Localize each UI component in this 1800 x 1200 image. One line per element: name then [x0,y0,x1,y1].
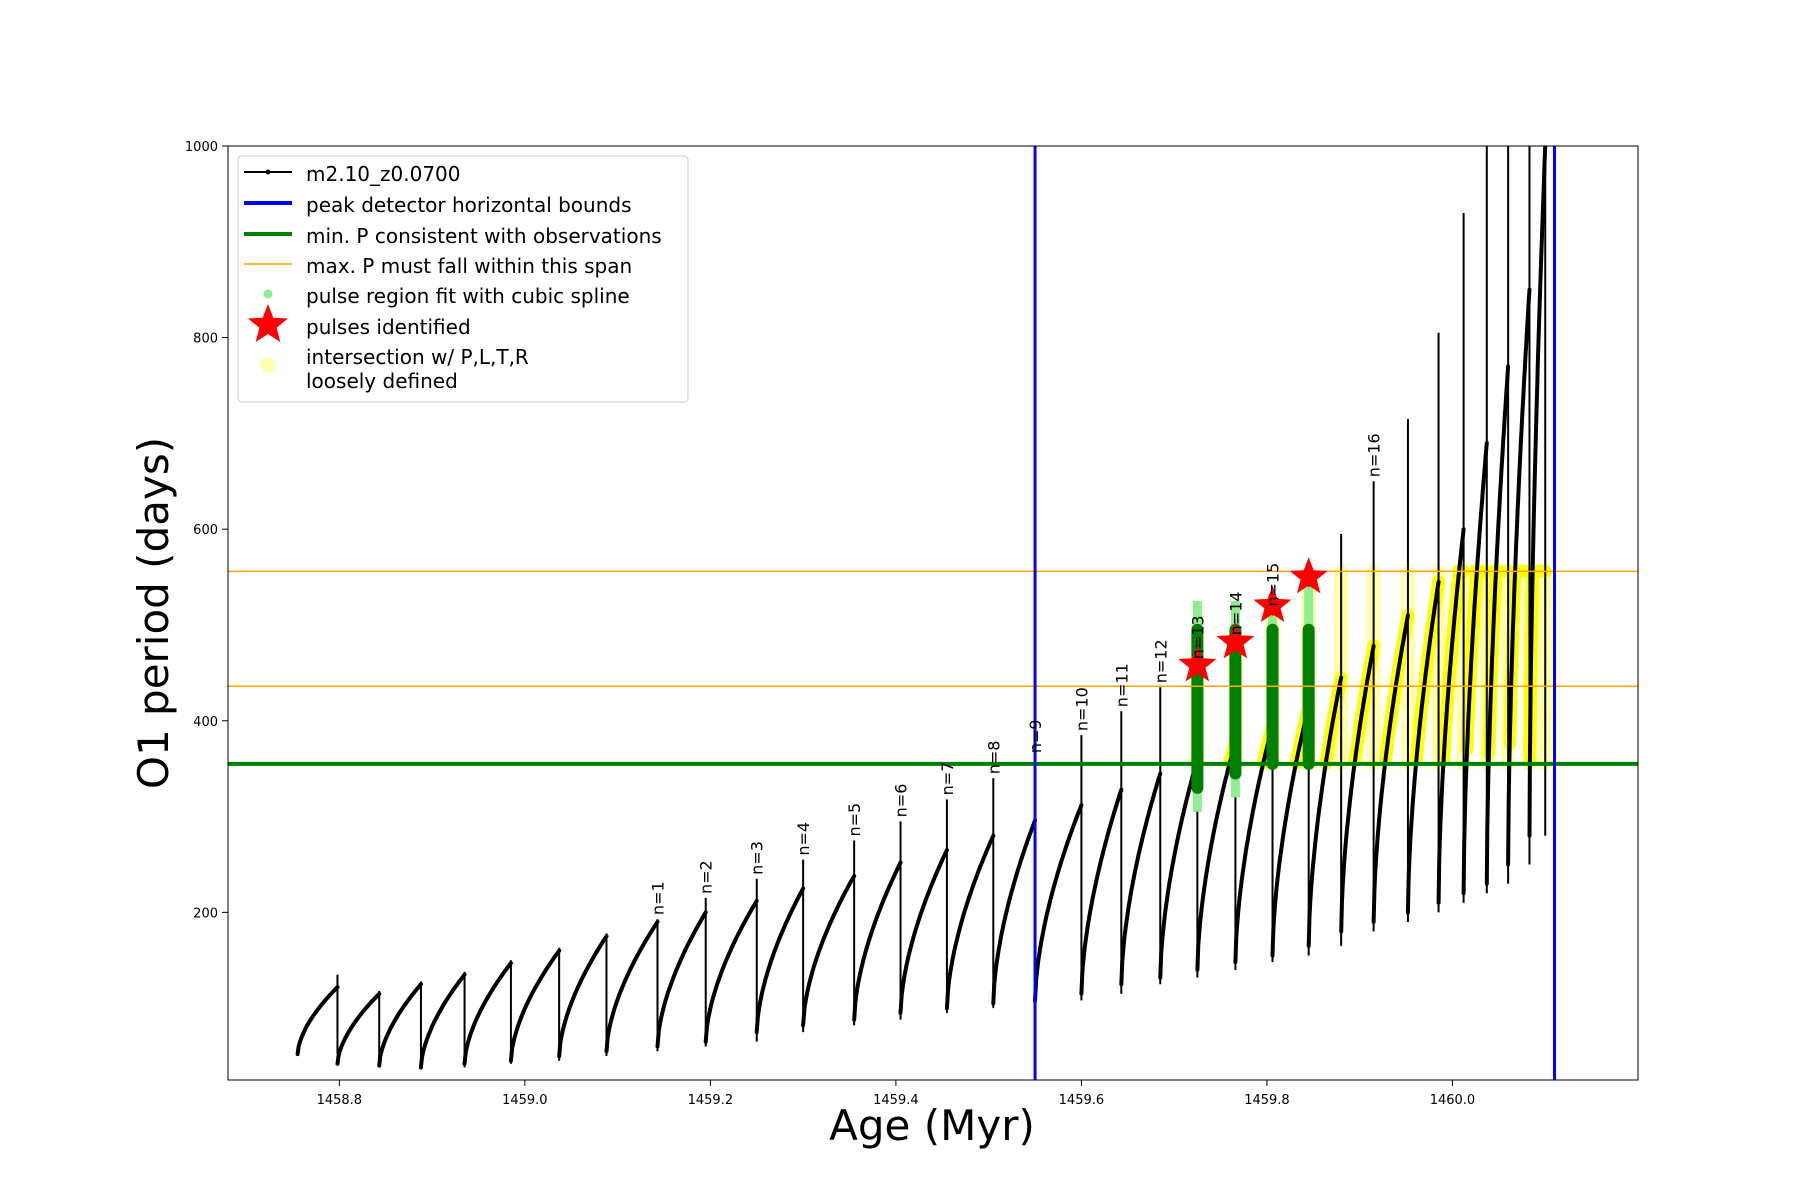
pulse-label-n-15: n=15 [1264,563,1283,607]
legend-label-track: m2.10_z0.0700 [306,162,461,186]
x-tick-label-5: 1459.6 [1059,1093,1105,1108]
pulse-label-n-5: n=5 [845,803,864,837]
plot-frame [227,145,1639,1081]
x-tick-label-4: 1459.4 [873,1093,919,1108]
track-pulse-7 [557,934,609,1059]
pulse-label-n-11: n=11 [1112,663,1131,707]
pulse-label-n-12: n=12 [1151,639,1170,683]
track-pulse-20 [1158,757,1200,980]
spline-fit-layer [1191,623,1315,794]
pulse-label-n-13: n=13 [1188,615,1207,659]
track-pulse-8 [604,919,660,1054]
horizontal-reference-lines [228,570,1638,766]
pulse-label-n-2: n=2 [697,860,716,894]
track-pulse-12 [801,874,857,1028]
evolution-track-layer [295,146,1548,1070]
pulse-label-n-10: n=10 [1072,687,1091,731]
pulse-star-3 [1253,585,1292,622]
legend-label-intersection: intersection w/ P,L,T,R [306,345,529,369]
pulse-label-n-14: n=14 [1226,591,1245,635]
track-pulse-31 [1506,287,1532,867]
pulse-star-1 [1178,645,1217,682]
legend-label-blue-bounds: peak detector horizontal bounds [306,193,632,217]
y-tick-label-4: 800 [193,332,218,347]
y-tick-label-1: 200 [193,906,218,921]
track-pulse-18 [1079,787,1124,996]
pulse-label-n-7: n=7 [938,762,957,796]
track-pulse-9 [655,910,708,1049]
pulse-star-2 [1216,622,1255,659]
track-pulse-17 [1033,803,1084,1003]
track-pulse-32 [1527,146,1548,838]
track-pulse-5 [462,961,513,1066]
track-pulse-14 [898,848,949,1015]
pulse-label-n-8: n=8 [984,741,1003,775]
track-pulse-2 [335,991,382,1066]
track-pulse-11 [754,886,806,1035]
x-tick-label-1: 1458.8 [317,1093,363,1108]
legend-label-spline: pulse region fit with cubic spline [306,284,630,308]
y-tick-label-2: 400 [193,715,218,730]
x-tick-label-7: 1460.0 [1430,1093,1476,1108]
pulses-identified-layer [1178,557,1328,682]
track-pulse-27 [1405,579,1441,915]
legend-symbol-5 [263,289,273,299]
track-pulse-22 [1233,723,1275,965]
pulse-label-n-6: n=6 [892,784,911,818]
track-pulse-15 [944,833,996,1011]
legend: m2.10_z0.0700 peak detector horizontal b… [237,155,689,403]
track-pulse-19 [1119,771,1163,987]
track-pulse-4 [418,972,467,1070]
pulse-labels-layer: n=1 n=2 n=3 n=4 n=5 n=6 n=7 n=8 n=9 n=10 n=11 n=12 n… [648,433,1383,915]
track-pulse-13 [852,860,903,1022]
vertical-bound-lines [1033,146,1557,1080]
pulse-label-n-4: n=4 [794,822,813,856]
pulse-star-4 [1289,557,1328,594]
y-axis: 200 400 600 800 1000 [185,140,228,921]
legend-symbol-1-marker [265,169,271,175]
pulse-label-n-9: n=9 [1026,719,1045,753]
x-axis-title: Age (Myr) [829,1101,1035,1150]
x-tick-label-3: 1459.2 [688,1093,734,1108]
track-pulse-3 [377,982,423,1068]
track-pulse-30 [1484,364,1511,886]
track-pulse-24 [1306,675,1344,948]
legend-label-min-period: min. P consistent with observations [306,224,662,248]
x-axis: 1458.8 1459.0 1459.2 1459.4 1459.6 1459.8 1460… [317,1080,1476,1108]
pulse-label-n-1: n=1 [648,881,667,915]
track-pulse-29 [1461,441,1489,896]
x-tick-label-2: 1459.0 [502,1093,548,1108]
y-axis-title: O1 period (days) [129,437,178,789]
x-tick-label-6: 1459.8 [1244,1093,1290,1108]
pulse-label-n-16: n=16 [1365,433,1384,477]
y-tick-label-3: 600 [193,523,218,538]
legend-symbols [244,169,292,373]
legend-label-pulses: pulses identified [306,315,471,339]
legend-symbol-7 [260,357,276,373]
track-pulse-16 [991,818,1037,1006]
track-pulse-10 [703,898,759,1044]
y-tick-label-5: 1000 [185,140,218,155]
legend-symbol-6 [248,304,288,342]
track-pulse-1 [295,985,340,1057]
track-pulse-26 [1371,613,1410,924]
plot-content [228,146,1638,1080]
legend-label-max-period: max. P must fall within this span [306,254,632,278]
track-pulse-28 [1436,527,1466,905]
legend-label-intersection-2: loosely defined [306,369,458,393]
legend-frame [237,155,689,403]
pulse-label-n-3: n=3 [748,841,767,875]
track-pulse-6 [508,948,562,1063]
track-pulse-25 [1339,644,1376,934]
